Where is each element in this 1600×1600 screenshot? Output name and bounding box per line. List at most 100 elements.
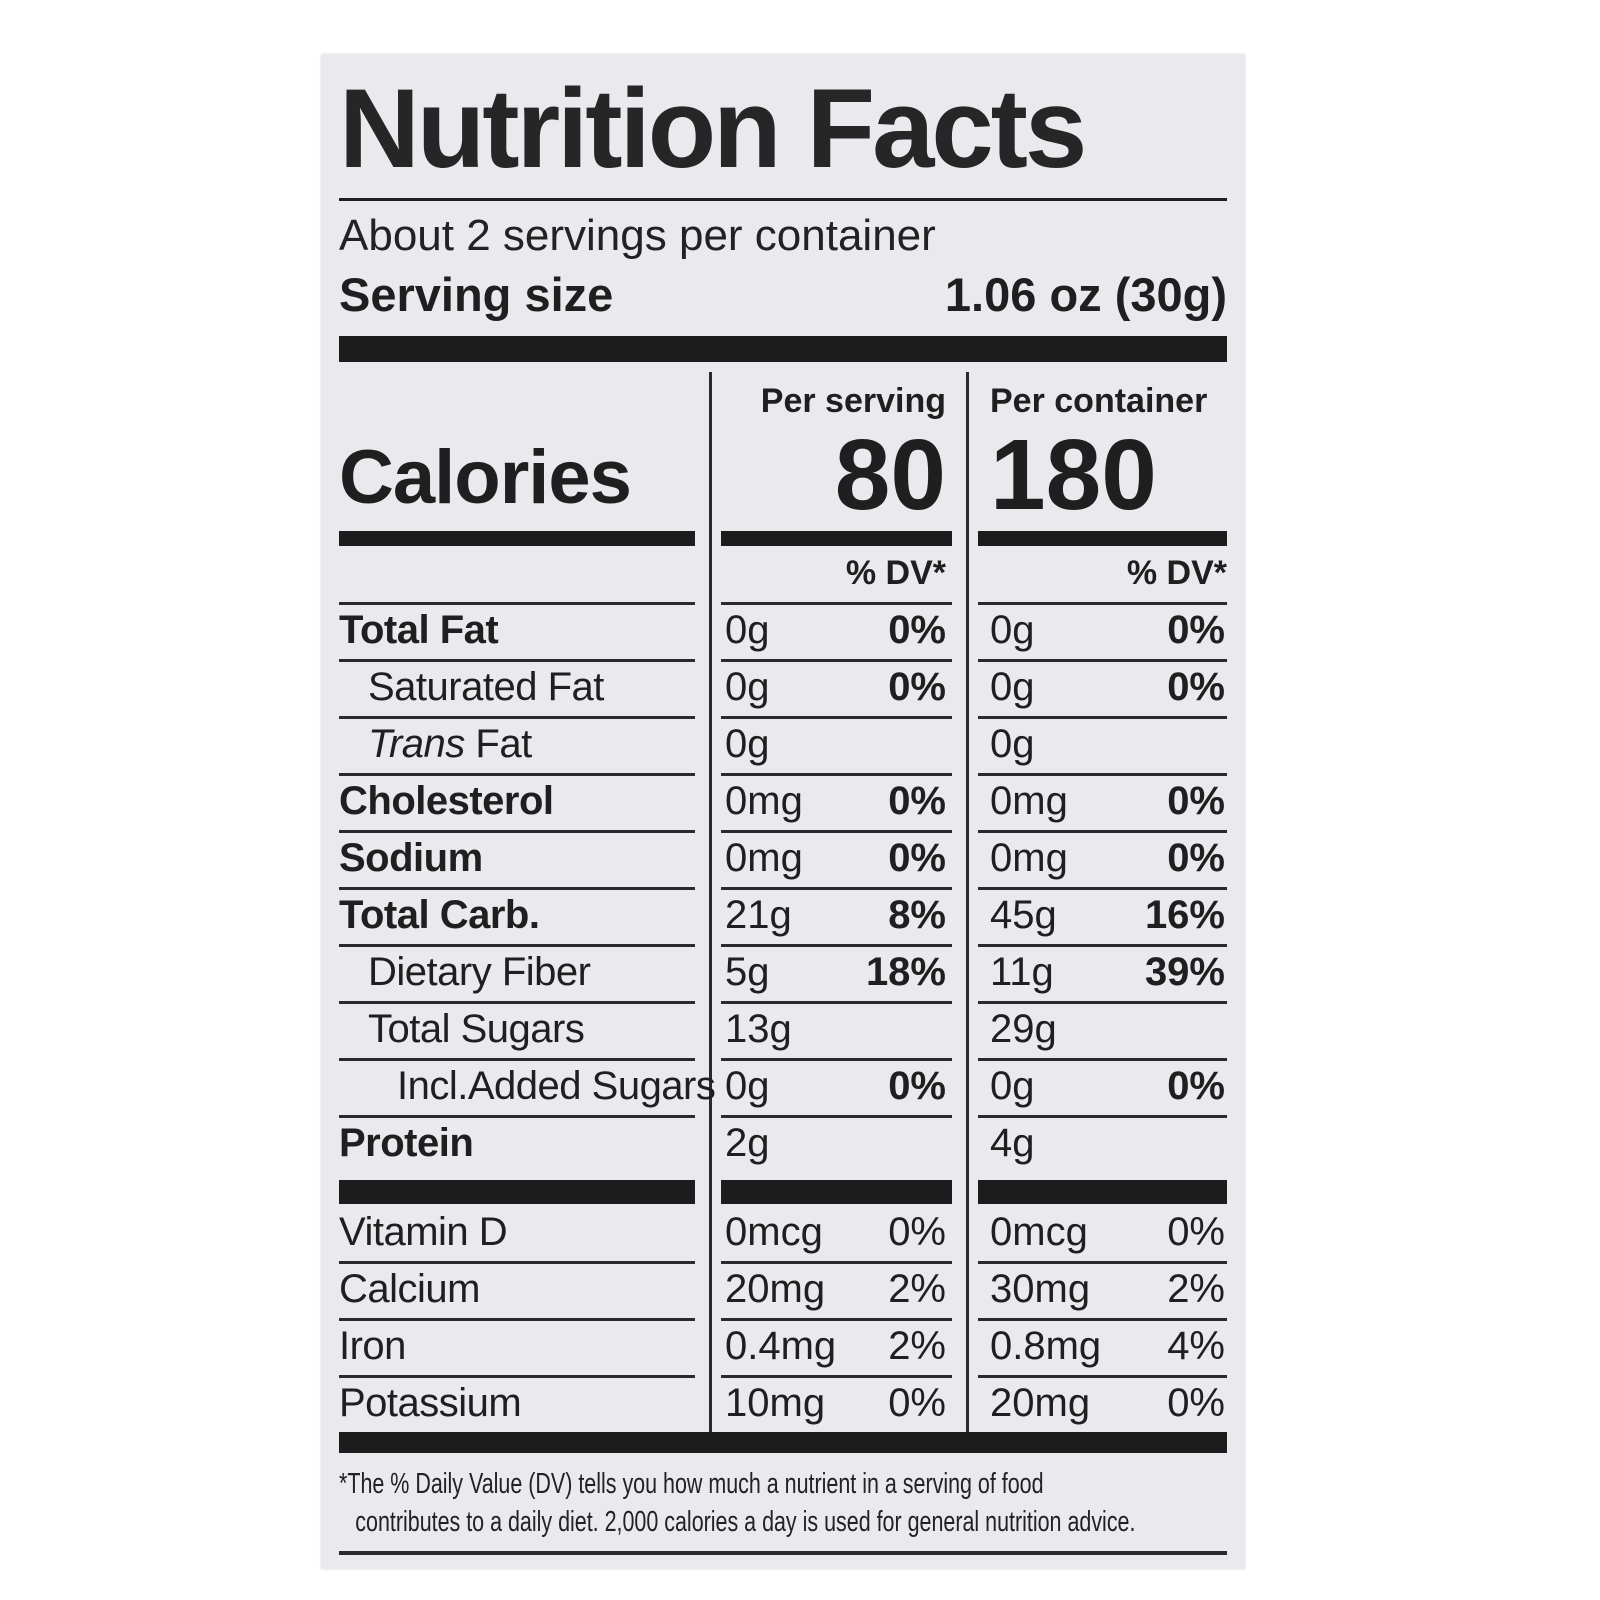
per-serving-amount: 0g xyxy=(725,607,770,652)
per-container-amount: 20mg xyxy=(990,1380,1091,1425)
per-container-amount: 0g xyxy=(990,607,1035,652)
nutrient-row: Dietary Fiber 5g 18% 11g 39% xyxy=(339,943,1227,1001)
title-rule xyxy=(339,197,1227,201)
dv-header-serving: % DV* xyxy=(845,554,946,593)
nutrient-row: Potassium 10mg 0% 20mg 0% xyxy=(339,1374,1227,1432)
nutrient-label: Saturated Fat xyxy=(368,664,604,709)
per-serving-dv: 0% xyxy=(888,664,946,709)
nutrient-row: Total Fat 0g 0% 0g 0% xyxy=(339,601,1227,659)
section-bar-container xyxy=(978,1179,1227,1204)
per-container-amount: 11g xyxy=(990,949,1054,994)
per-container-amount: 0mg xyxy=(990,778,1068,823)
footer-bar xyxy=(339,1431,1227,1453)
per-container-dv: 4% xyxy=(1167,1323,1225,1368)
nutrient-row: Cholesterol 0mg 0% 0mg 0% xyxy=(339,772,1227,830)
servings-per-container: About 2 servings per container xyxy=(339,210,936,260)
calories-section: Calories Per serving 80 Per container 18… xyxy=(339,362,1227,531)
per-serving-amount: 21g xyxy=(725,892,792,937)
nutrient-label: Dietary Fiber xyxy=(368,949,591,994)
nutrient-label: Incl.Added Sugars xyxy=(397,1063,716,1108)
per-serving-dv: 0% xyxy=(888,835,946,880)
per-serving-dv: 2% xyxy=(888,1323,946,1368)
per-container-amount: 0mg xyxy=(990,835,1068,880)
per-serving-amount: 2g xyxy=(725,1120,770,1165)
calories-underline-row xyxy=(339,530,1227,546)
per-container-dv: 0% xyxy=(1167,835,1225,880)
section-bar-left xyxy=(339,1179,695,1204)
per-container-dv: 0% xyxy=(1167,1063,1225,1108)
per-serving-dv: 0% xyxy=(888,607,946,652)
per-container-dv: 0% xyxy=(1167,664,1225,709)
header-bar xyxy=(339,335,1227,362)
per-serving-calories: 80 xyxy=(834,418,946,531)
nutrient-label: Sodium xyxy=(339,835,483,880)
per-serving-dv: 0% xyxy=(888,778,946,823)
per-container-amount: 0g xyxy=(990,1063,1035,1108)
nutrient-label: Vitamin D xyxy=(339,1209,508,1254)
per-container-amount: 29g xyxy=(990,1006,1057,1051)
nutrient-label: Total Sugars xyxy=(368,1006,585,1051)
footnote-rule xyxy=(339,1551,1227,1556)
nutrient-rows: Total Fat 0g 0% 0g 0% Saturated Fat 0g 0… xyxy=(339,601,1227,1172)
per-container-amount: 4g xyxy=(990,1120,1035,1165)
footnote: *The % Daily Value (DV) tells you how mu… xyxy=(339,1465,1227,1542)
per-serving-dv: 0% xyxy=(888,1063,946,1108)
dv-header-row: % DV* % DV* xyxy=(339,546,1227,602)
per-container-amount: 0.8mg xyxy=(990,1323,1102,1368)
per-container-amount: 0g xyxy=(990,664,1035,709)
nutrition-facts-label: Nutrition Facts About 2 servings per con… xyxy=(321,54,1245,1570)
per-container-dv: 39% xyxy=(1144,949,1225,994)
nutrient-row: Protein 2g 4g xyxy=(339,1114,1227,1172)
nutrient-row: Iron 0.4mg 2% 0.8mg 4% xyxy=(339,1317,1227,1375)
nutrient-label: Protein xyxy=(339,1120,474,1165)
nutrient-row: Total Sugars 13g 29g xyxy=(339,1000,1227,1058)
per-container-dv: 0% xyxy=(1167,1380,1225,1425)
per-serving-dv: 18% xyxy=(865,949,946,994)
section-bar-serving xyxy=(721,1179,952,1204)
per-serving-dv: 0% xyxy=(888,1209,946,1254)
per-serving-amount: 10mg xyxy=(725,1380,826,1425)
footnote-line1: *The % Daily Value (DV) tells you how mu… xyxy=(339,1467,1044,1500)
per-serving-amount: 0g xyxy=(725,664,770,709)
nutrient-label: Potassium xyxy=(339,1380,522,1425)
per-serving-dv: 2% xyxy=(888,1266,946,1311)
dv-header-container: % DV* xyxy=(1126,554,1227,593)
column-divider-2 xyxy=(966,371,969,1432)
per-container-amount: 45g xyxy=(990,892,1057,937)
nutrient-row: Sodium 0mg 0% 0mg 0% xyxy=(339,829,1227,887)
column-divider-1 xyxy=(709,371,712,1432)
nutrient-row: Vitamin D 0mcg 0% 0mcg 0% xyxy=(339,1204,1227,1261)
per-container-dv: 0% xyxy=(1167,607,1225,652)
section-bar-row xyxy=(339,1179,1227,1204)
per-container-dv: 0% xyxy=(1167,1209,1225,1254)
per-serving-amount: 0mg xyxy=(725,778,803,823)
calories-underbar-serving xyxy=(721,530,952,546)
per-serving-amount: 0mg xyxy=(725,835,803,880)
per-serving-amount: 0.4mg xyxy=(725,1323,837,1368)
serving-size-value: 1.06 oz (30g) xyxy=(944,267,1227,321)
per-serving-amount: 13g xyxy=(725,1006,792,1051)
per-serving-dv: 8% xyxy=(888,892,946,937)
nutrient-label: Total Carb. xyxy=(339,892,540,937)
per-serving-amount: 20mg xyxy=(725,1266,826,1311)
nutrient-label-italic: Trans xyxy=(368,721,465,766)
label-title: Nutrition Facts xyxy=(339,66,1087,191)
calories-underbar-left xyxy=(339,530,695,546)
per-container-dv: 2% xyxy=(1167,1266,1225,1311)
nutrient-label: Trans Fat xyxy=(368,721,532,766)
nutrient-label: Iron xyxy=(339,1323,406,1368)
per-container-amount: 30mg xyxy=(990,1266,1091,1311)
per-container-dv: 0% xyxy=(1167,778,1225,823)
per-container-calories: 180 xyxy=(990,418,1157,531)
per-container-amount: 0mcg xyxy=(990,1209,1088,1254)
calories-label: Calories xyxy=(339,434,632,520)
footnote-line2: contributes to a daily diet. 2,000 calor… xyxy=(355,1506,1136,1539)
nutrient-row: Saturated Fat 0g 0% 0g 0% xyxy=(339,658,1227,716)
nutrient-row: Calcium 20mg 2% 30mg 2% xyxy=(339,1260,1227,1318)
per-serving-amount: 0mcg xyxy=(725,1209,823,1254)
per-container-dv: 16% xyxy=(1144,892,1225,937)
nutrient-label: Cholesterol xyxy=(339,778,554,823)
per-serving-amount: 5g xyxy=(725,949,770,994)
per-serving-dv: 0% xyxy=(888,1380,946,1425)
